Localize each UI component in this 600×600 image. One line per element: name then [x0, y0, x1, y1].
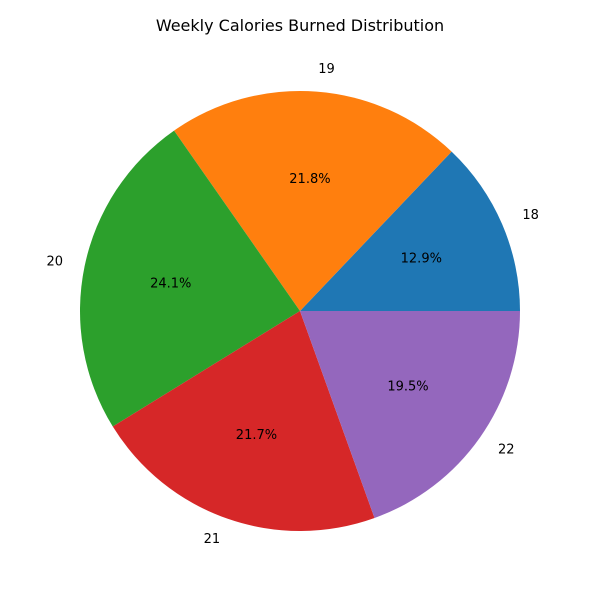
percent-label-19: 21.8% [289, 172, 330, 187]
pie-slice-18 [300, 151, 520, 311]
pie-slice-19 [174, 90, 452, 312]
category-label-22: 22 [498, 443, 515, 458]
pie-slice-21 [112, 311, 375, 531]
percent-label-20: 24.1% [150, 277, 191, 292]
chart-title: Weekly Calories Burned Distribution [156, 16, 444, 35]
pie-slice-22 [300, 311, 520, 518]
percent-label-18: 12.9% [401, 251, 442, 266]
percent-label-21: 21.7% [236, 428, 277, 443]
category-label-19: 19 [318, 62, 335, 77]
category-label-20: 20 [46, 254, 63, 269]
percent-label-22: 19.5% [387, 379, 428, 394]
pie-labels: 18 12.9% 19 21.8% 20 24.1% 21 21.7% 22 19.5% [46, 62, 538, 547]
pie-slices [79, 90, 520, 531]
category-label-21: 21 [204, 532, 221, 547]
category-label-18: 18 [522, 208, 539, 223]
pie-slice-20 [79, 130, 301, 427]
